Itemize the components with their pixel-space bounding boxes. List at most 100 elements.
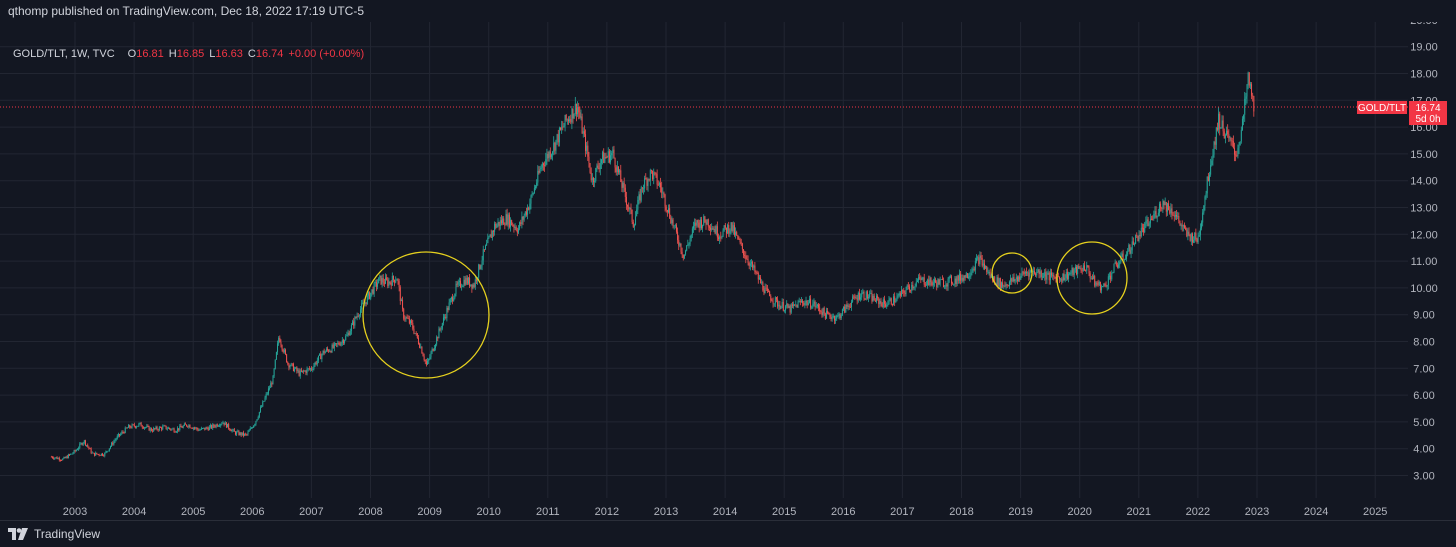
candle-body: [71, 453, 73, 455]
candle-body: [727, 225, 729, 234]
candle-body: [66, 456, 68, 459]
candle-body: [124, 427, 126, 433]
candle-body: [587, 145, 589, 157]
candle-body: [928, 279, 930, 286]
candle-body: [662, 192, 664, 194]
candle-body: [964, 275, 966, 278]
candle-body: [1040, 271, 1042, 277]
price-chart[interactable]: 3.00 4.00 5.00 6.00 7.00 8.00 9.00 10.00 11.00 12…: [0, 22, 1456, 520]
candle-body: [585, 134, 587, 151]
candle-body: [286, 354, 288, 363]
candle-body: [502, 218, 504, 224]
candle-body: [1015, 277, 1017, 280]
candle-body: [153, 428, 155, 432]
candle-body: [1030, 270, 1032, 272]
candle-body: [1215, 127, 1217, 145]
candle-body: [1160, 203, 1162, 209]
candle-body: [1204, 196, 1206, 206]
candle-body: [423, 356, 425, 360]
candle-body: [253, 425, 255, 428]
candle-body: [710, 227, 712, 230]
candle-body: [144, 427, 146, 429]
candle-body: [354, 317, 356, 326]
candle-body: [579, 112, 581, 118]
candle-body: [149, 428, 151, 431]
candle-body: [1048, 272, 1050, 281]
candle-body: [569, 119, 571, 122]
candle-body: [422, 353, 424, 357]
candle-body: [1079, 268, 1081, 270]
candle-body: [728, 225, 730, 234]
tradingview-logo[interactable]: TradingView: [8, 521, 100, 547]
candle-body: [114, 440, 116, 442]
legend-open-label: O: [127, 48, 137, 60]
candle-body: [338, 343, 340, 345]
candle-body: [1237, 147, 1239, 156]
annotation-circle-2019[interactable]: [991, 252, 1033, 294]
candle-body: [120, 433, 122, 436]
candle-body: [704, 216, 706, 223]
annotation-circle-2009[interactable]: [362, 251, 490, 379]
candle-body: [319, 353, 321, 356]
candle-body: [228, 423, 230, 429]
candle-body: [887, 304, 889, 306]
candle-body: [249, 428, 251, 431]
candle-body: [385, 277, 387, 284]
candle-body: [816, 304, 818, 307]
candle-body: [1212, 154, 1214, 161]
candle-body: [903, 290, 905, 293]
candle-body: [284, 349, 286, 355]
price-axis[interactable]: 3.00 4.00 5.00 6.00 7.00 8.00 9.00 10.00 11.00 12…: [1410, 22, 1438, 483]
candle-body: [628, 206, 630, 210]
candle-body: [128, 425, 130, 428]
candle-body: [520, 222, 522, 225]
candle-body: [1252, 95, 1254, 97]
candle-body: [458, 280, 460, 282]
candle-body: [313, 365, 315, 370]
candle-body: [246, 434, 248, 436]
candle-body: [171, 428, 173, 430]
annotation-circles[interactable]: [362, 241, 1128, 379]
candle-body: [172, 428, 174, 430]
candle-body: [1007, 285, 1009, 287]
candle-body: [332, 344, 334, 348]
candle-body: [691, 228, 693, 235]
candle-body: [95, 452, 97, 456]
candle-body: [1144, 223, 1146, 233]
candle-body: [650, 170, 652, 171]
candle-body: [174, 431, 176, 433]
candle-body: [546, 153, 548, 160]
candle-body: [605, 156, 607, 158]
candle-body: [1244, 98, 1246, 115]
candle-body: [1019, 276, 1021, 280]
candle-body: [658, 182, 660, 185]
candle-body: [857, 292, 859, 301]
candle-body: [1236, 155, 1238, 157]
candle-body: [72, 453, 74, 454]
y-tick-label: 7.00: [1413, 363, 1434, 375]
candle-body: [958, 273, 960, 281]
candle-body: [825, 310, 827, 319]
candle-body: [678, 240, 680, 246]
candle-body: [798, 301, 800, 302]
candle-body: [1152, 218, 1154, 220]
candle-body: [1078, 265, 1080, 269]
candle-body: [1041, 276, 1043, 278]
candle-body: [847, 305, 849, 307]
candle-body: [1179, 220, 1181, 226]
candle-body: [224, 422, 226, 425]
y-tick-label: 18.00: [1410, 69, 1438, 81]
candle-body: [356, 315, 358, 318]
candle-body: [644, 178, 646, 189]
candle-body: [697, 220, 699, 223]
chart-area[interactable]: 3.00 4.00 5.00 6.00 7.00 8.00 9.00 10.00 11.00 12…: [0, 22, 1456, 520]
x-tick-label: 2025: [1363, 506, 1387, 518]
candle-body: [589, 162, 591, 173]
candle-body: [67, 454, 69, 459]
y-tick-label: 11.00: [1411, 256, 1438, 268]
candle-body: [1087, 265, 1089, 268]
candle-body: [222, 422, 224, 424]
time-axis[interactable]: 2003 2004 2005 2006 2007 2008 2009 2010 2011 2012…: [63, 506, 1388, 518]
legend-close-value: 16.74: [255, 48, 284, 60]
annotation-circle-2020[interactable]: [1056, 241, 1128, 315]
